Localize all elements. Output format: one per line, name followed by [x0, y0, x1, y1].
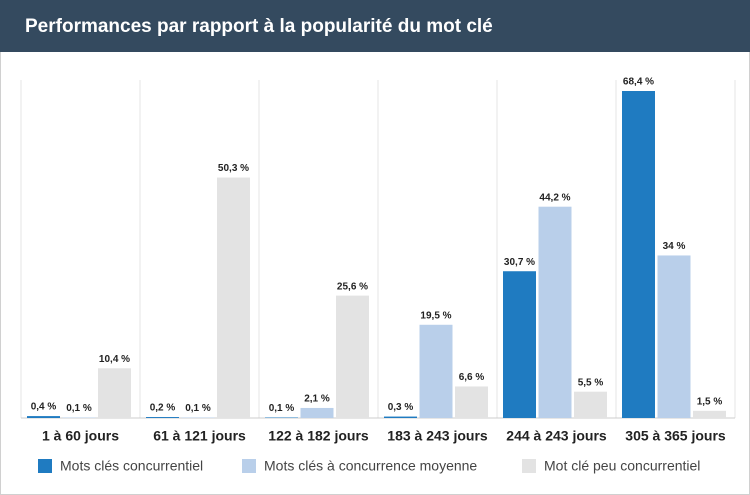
- value-label: 0,1 %: [269, 403, 295, 414]
- bar: [574, 391, 607, 418]
- value-label: 68,4 %: [623, 77, 654, 88]
- bar: [27, 416, 60, 418]
- bar: [693, 410, 726, 418]
- value-label: 0,2 %: [150, 403, 176, 414]
- bar: [217, 177, 250, 418]
- value-label: 34 %: [663, 241, 686, 252]
- bar: [622, 91, 655, 418]
- value-label: 5,5 %: [578, 377, 604, 388]
- value-label: 30,7 %: [504, 257, 535, 268]
- bar: [455, 386, 488, 418]
- legend-swatch: [38, 459, 52, 473]
- title-bar: [0, 0, 750, 52]
- legend-label: Mot clé peu concurrentiel: [544, 458, 700, 474]
- legend-label: Mots clés à concurrence moyenne: [264, 458, 477, 474]
- value-label: 50,3 %: [218, 163, 249, 174]
- x-tick-label: 1 à 60 jours: [42, 428, 119, 444]
- x-tick-label: 183 à 243 jours: [387, 428, 488, 444]
- value-label: 2,1 %: [304, 394, 330, 405]
- value-label: 1,5 %: [697, 396, 723, 407]
- value-label: 0,1 %: [66, 403, 92, 414]
- value-label: 19,5 %: [420, 310, 451, 321]
- value-label: 0,3 %: [388, 402, 414, 413]
- legend-swatch: [522, 459, 536, 473]
- legend-label: Mots clés concurrentiel: [60, 458, 203, 474]
- legend-swatch: [242, 459, 256, 473]
- bar: [336, 295, 369, 418]
- x-tick-label: 61 à 121 jours: [153, 428, 246, 444]
- value-label: 44,2 %: [539, 192, 570, 203]
- x-tick-label: 244 à 243 jours: [506, 428, 607, 444]
- x-tick-label: 305 à 365 jours: [625, 428, 726, 444]
- bar: [419, 324, 453, 418]
- chart-title: Performances par rapport à la popularité…: [25, 16, 493, 37]
- x-tick-label: 122 à 182 jours: [268, 428, 369, 444]
- bar: [146, 417, 179, 418]
- value-label: 0,4 %: [31, 402, 57, 413]
- value-label: 0,1 %: [185, 403, 211, 414]
- bar: [384, 416, 417, 418]
- bar: [538, 206, 572, 418]
- bar: [98, 368, 131, 418]
- bar: [657, 255, 691, 418]
- value-label: 10,4 %: [99, 354, 130, 365]
- bar: [503, 271, 536, 418]
- value-label: 25,6 %: [337, 281, 368, 292]
- bar: [300, 407, 334, 418]
- value-label: 6,6 %: [459, 372, 485, 383]
